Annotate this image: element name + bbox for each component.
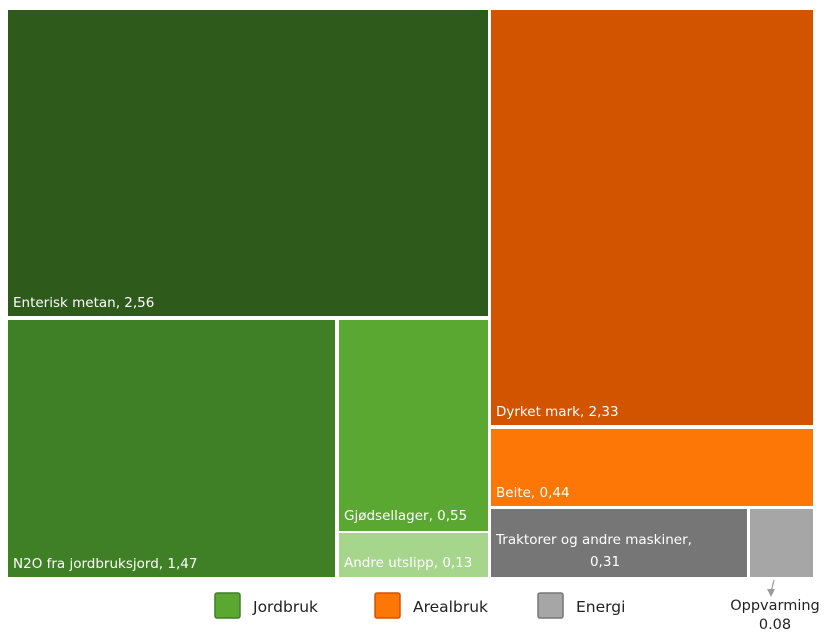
- tile-label-traktorer-og-andre-maskiner: Traktorer og andre maskiner,: [495, 532, 692, 548]
- legend: Jordbruk Arealbruk Energi: [214, 592, 625, 619]
- legend-swatch-jordbruk: [214, 592, 241, 619]
- tile-label-dyrket-mark: Dyrket mark, 2,33: [496, 404, 619, 420]
- tile-beite: [491, 429, 813, 506]
- tile-dyrket-mark: [491, 10, 813, 425]
- tile-label-beite: Beite, 0,44: [496, 485, 570, 501]
- tile-label-enterisk-metan: Enterisk metan, 2,56: [13, 295, 154, 311]
- legend-swatch-energi: [537, 592, 564, 619]
- tile-label-andre-utslipp: Andre utslipp, 0,13: [344, 555, 472, 571]
- legend-swatch-arealbruk: [374, 592, 401, 619]
- tile-enterisk-metan: [8, 10, 488, 316]
- legend-label-arealbruk: Arealbruk: [413, 598, 488, 616]
- callout-label-oppvarming: Oppvarming: [730, 598, 820, 614]
- callout-arrowhead: [767, 589, 775, 597]
- tile-gjodsellager: [339, 320, 488, 531]
- legend-label-jordbruk: Jordbruk: [252, 598, 318, 616]
- tile-oppvarming: [750, 509, 813, 577]
- tile-label-gjodsellager: Gjødsellager, 0,55: [344, 508, 467, 524]
- tile-label-n2o-fra-jordbruksjord: N2O fra jordbruksjord, 1,47: [13, 556, 197, 572]
- treemap-tiles: Enterisk metan, 2,56 N2O fra jordbruksjor…: [8, 10, 813, 577]
- callout-value-oppvarming: 0.08: [759, 617, 791, 632]
- tile-n2o-fra-jordbruksjord: [8, 320, 335, 577]
- tile-andre-utslipp: [339, 533, 488, 577]
- tile-traktorer-og-andre-maskiner: [491, 509, 747, 577]
- legend-label-energi: Energi: [576, 598, 625, 616]
- oppvarming-callout: Oppvarming 0.08: [730, 579, 820, 632]
- tile-value-traktorer-og-andre-maskiner: 0,31: [590, 554, 620, 570]
